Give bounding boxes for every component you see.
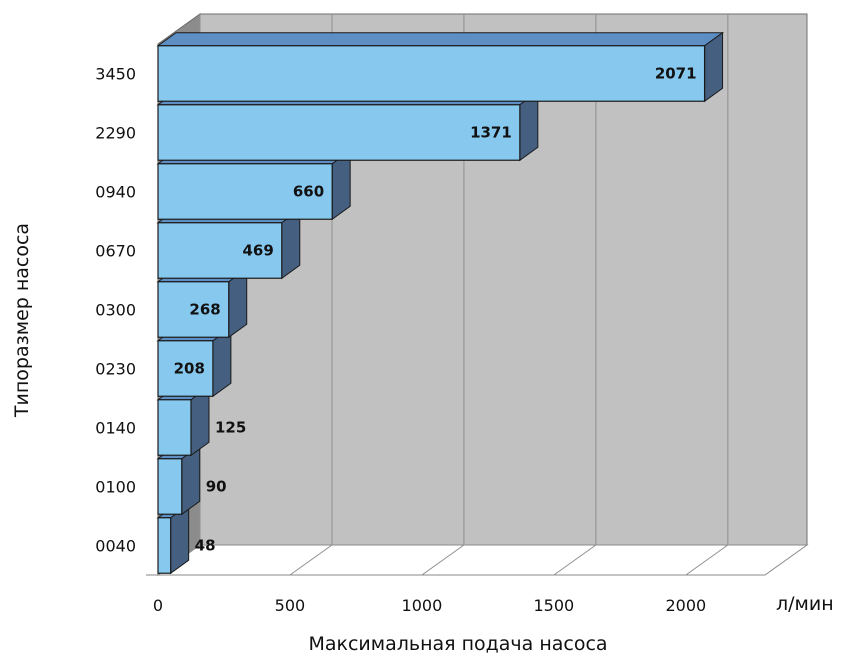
floor-gridline	[289, 544, 333, 576]
x-axis-title: Максимальная подача насоса	[308, 633, 607, 655]
bar-front-face	[157, 340, 214, 397]
y-tick-label: 0040	[95, 537, 136, 556]
y-tick-label: 0230	[95, 360, 136, 379]
floor-gridline	[685, 544, 729, 576]
x-tick-label: 1000	[402, 596, 443, 615]
bar-front-face	[157, 399, 192, 456]
floor	[156, 544, 809, 576]
y-tick-label: 2290	[95, 124, 136, 143]
bar-value-label: 1371	[470, 124, 512, 142]
bar-front-face	[157, 458, 183, 515]
bar-value-label: 469	[242, 242, 273, 260]
bar-value-label: 125	[215, 419, 246, 437]
bar-value-label: 208	[174, 360, 205, 378]
y-tick-labels: 0040 0100 0140 0230 0300 0670 0940 2290 3450	[95, 65, 136, 556]
y-tick-label: 0300	[95, 301, 136, 320]
y-axis-title: Типоразмер насоса	[11, 223, 33, 418]
y-tick-label: 0940	[95, 183, 136, 202]
bars: 48 90 125 208 268 469 660 1371 2071	[156, 31, 725, 575]
y-tick-label: 3450	[95, 65, 136, 84]
bar-front-face	[157, 281, 230, 338]
x-tick-label: 0	[153, 596, 163, 615]
y-tick-label: 0670	[95, 242, 136, 261]
x-tick-label: 500	[275, 596, 306, 615]
x-tick-label: 1500	[534, 596, 575, 615]
bar: 208	[156, 326, 233, 398]
floor-gridline	[421, 544, 465, 576]
y-tick-label: 0140	[95, 419, 136, 438]
bar: 660	[156, 149, 352, 221]
bar: 1371	[156, 90, 540, 162]
bar: 268	[156, 267, 249, 339]
bar-front-face	[157, 222, 283, 279]
x-tick-labels: 0 500 1000 1500 2000	[153, 596, 706, 615]
bar-front-face	[157, 104, 521, 161]
bar-value-label: 660	[293, 183, 324, 201]
y-tick-label: 0100	[95, 478, 136, 497]
bar-top-face	[156, 32, 725, 47]
bar-value-label: 90	[206, 478, 227, 496]
bar-value-label: 268	[189, 301, 220, 319]
bar-front-face	[157, 517, 172, 574]
x-tick-label: 2000	[665, 596, 706, 615]
bar-front-face	[157, 163, 333, 220]
bar-value-label: 2071	[655, 65, 697, 83]
floor-gridline	[553, 544, 597, 576]
bar-front-face	[157, 45, 706, 102]
bar: 125	[156, 385, 246, 457]
bar: 469	[156, 208, 302, 280]
x-axis-unit: л/мин	[776, 593, 834, 615]
bar-value-label: 48	[195, 537, 216, 555]
bar: 2071	[156, 31, 725, 103]
